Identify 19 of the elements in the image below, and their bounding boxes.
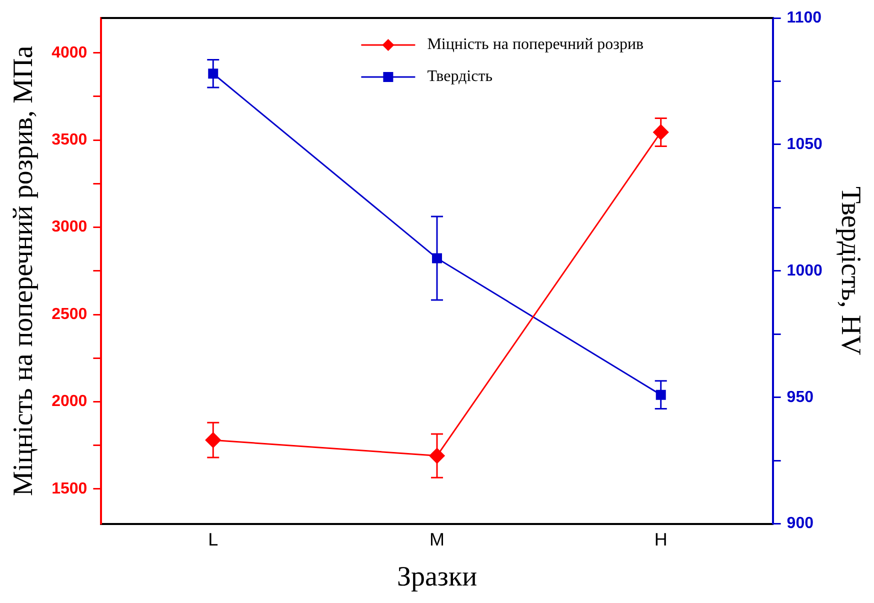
x-tick-label: L — [208, 530, 218, 550]
y-axis-title: Міцність на поперечний розрив, МПа — [8, 45, 40, 496]
y2-tick-label: 1050 — [786, 136, 822, 153]
y-tick-label: 2500 — [52, 306, 88, 323]
x-tick-label: M — [430, 530, 444, 550]
y2-tick-label: 900 — [786, 515, 814, 532]
y-tick-label: 1500 — [52, 480, 88, 498]
legend-label: Міцність на поперечний розрив — [427, 36, 644, 54]
x-axis-title: Зразки — [396, 562, 478, 593]
y-tick-label: 3000 — [52, 218, 88, 236]
y-tick-label: 4000 — [52, 44, 88, 62]
y2-tick-label: 1100 — [786, 9, 822, 26]
y-tick-label: 2000 — [52, 393, 88, 410]
y2-tick-label: 1000 — [786, 262, 822, 280]
y-tick-label: 3500 — [52, 131, 88, 148]
y2-tick-label: 950 — [786, 388, 814, 406]
x-tick-label: H — [654, 530, 668, 550]
y2-axis-title: Твердість, HV — [834, 186, 866, 356]
legend-label: Твердість — [427, 68, 493, 86]
